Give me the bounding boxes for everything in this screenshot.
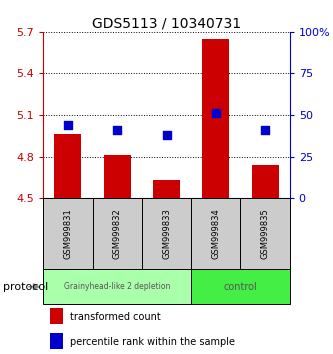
Point [65,122,71,128]
Title: GDS5113 / 10340731: GDS5113 / 10340731 [92,17,241,31]
Bar [153,180,180,198]
Text: Grainyhead-like 2 depletion: Grainyhead-like 2 depletion [64,282,170,291]
Bar [240,198,290,269]
Text: GSM999832: GSM999832 [113,208,122,259]
Bar [50,308,63,324]
Bar [191,269,290,304]
Text: protocol: protocol [3,282,49,292]
Point [115,127,120,133]
Point [164,132,169,138]
Bar [191,198,240,269]
Bar [202,39,229,198]
Text: control: control [223,282,257,292]
Text: transformed count: transformed count [70,312,161,322]
Point [213,110,218,116]
Bar [54,135,82,198]
Text: GSM999831: GSM999831 [63,208,73,259]
Bar [93,198,142,269]
Text: GSM999833: GSM999833 [162,208,171,259]
Text: percentile rank within the sample: percentile rank within the sample [70,337,235,347]
Text: GSM999835: GSM999835 [260,208,270,259]
Point [262,127,268,133]
Bar [43,269,191,304]
Bar [43,198,93,269]
Bar [50,333,63,349]
Bar [104,155,131,198]
Bar [251,165,279,198]
Bar [142,198,191,269]
Text: GSM999834: GSM999834 [211,208,220,259]
